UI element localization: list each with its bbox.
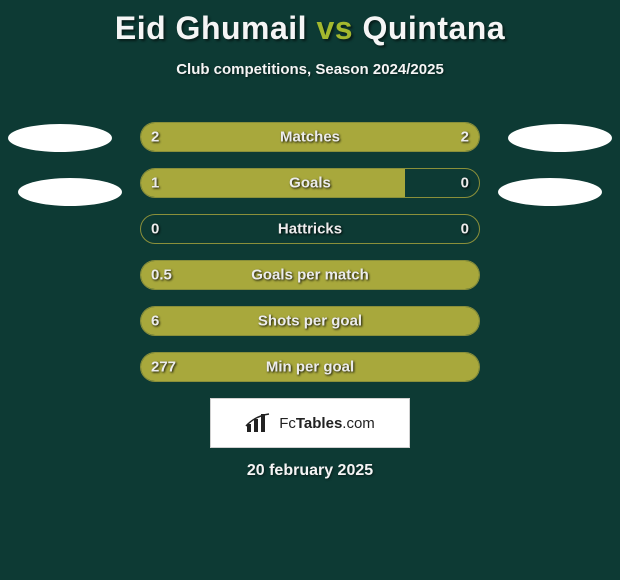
- stat-bar-track: 6 Shots per goal: [140, 306, 480, 336]
- stats-rows: 2 2 Matches 1 0 Goals 0 0 Hattricks 0.5 Goals per …: [0, 122, 620, 384]
- stat-bar-track: 1 0 Goals: [140, 168, 480, 198]
- stat-bar-track: 0 0 Hattricks: [140, 214, 480, 244]
- stat-label: Goals per match: [251, 267, 369, 284]
- stat-bar-track: 0.5 Goals per match: [140, 260, 480, 290]
- bars-icon: [245, 412, 273, 434]
- comparison-title: Eid Ghumail vs Quintana: [0, 0, 620, 47]
- stat-value-left: 277: [151, 359, 176, 376]
- badge-text: FcTables.com: [279, 415, 375, 432]
- stat-bar-track: 277 Min per goal: [140, 352, 480, 382]
- stat-value-left: 6: [151, 313, 159, 330]
- stat-label: Hattricks: [278, 221, 342, 238]
- stat-row: 6 Shots per goal: [0, 306, 620, 338]
- stat-row: 0.5 Goals per match: [0, 260, 620, 292]
- player1-name: Eid Ghumail: [115, 10, 307, 46]
- stat-bar-left: [141, 169, 405, 197]
- date-text: 20 february 2025: [0, 462, 620, 480]
- stat-row: 1 0 Goals: [0, 168, 620, 200]
- stat-row: 0 0 Hattricks: [0, 214, 620, 246]
- stat-label: Goals: [289, 175, 331, 192]
- stat-value-right: 0: [461, 175, 469, 192]
- stat-label: Min per goal: [266, 359, 354, 376]
- stat-value-left: 1: [151, 175, 159, 192]
- stat-value-right: 2: [461, 129, 469, 146]
- stat-label: Shots per goal: [258, 313, 362, 330]
- player2-name: Quintana: [362, 10, 505, 46]
- stat-value-left: 0.5: [151, 267, 172, 284]
- badge-prefix: Fc: [279, 415, 296, 432]
- badge-suffix: .com: [342, 415, 375, 432]
- badge-bold: Tables: [296, 415, 342, 432]
- stat-value-right: 0: [461, 221, 469, 238]
- stat-value-left: 2: [151, 129, 159, 146]
- stat-row: 2 2 Matches: [0, 122, 620, 154]
- subtitle: Club competitions, Season 2024/2025: [0, 61, 620, 78]
- stat-row: 277 Min per goal: [0, 352, 620, 384]
- stat-value-left: 0: [151, 221, 159, 238]
- fctables-badge: FcTables.com: [210, 398, 410, 448]
- stat-label: Matches: [280, 129, 340, 146]
- stat-bar-track: 2 2 Matches: [140, 122, 480, 152]
- vs-text: vs: [316, 10, 353, 46]
